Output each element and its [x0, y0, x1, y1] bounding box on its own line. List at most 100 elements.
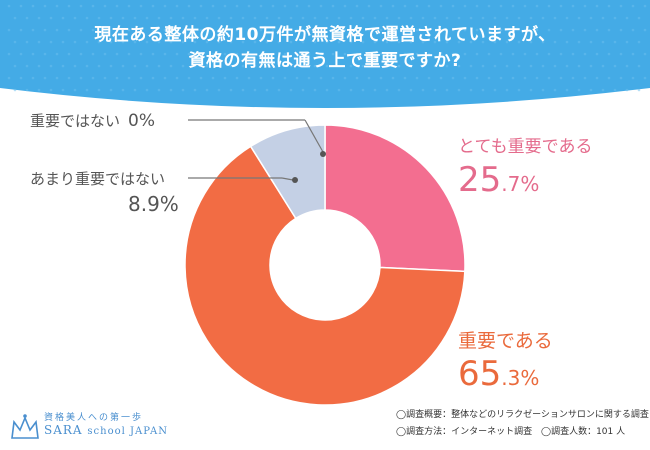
banner-dot	[637, 88, 641, 92]
banner-dot	[67, 4, 71, 8]
banner-dot	[283, 52, 287, 56]
banner-dot	[415, 4, 419, 8]
banner-dot	[547, 76, 551, 80]
banner-dot	[211, 52, 215, 56]
banner-dot	[259, 28, 263, 32]
banner-dot	[223, 76, 227, 80]
banner-dot	[547, 28, 551, 32]
banner-dot	[451, 28, 455, 32]
banner-dot	[439, 76, 443, 80]
banner-dot	[295, 52, 299, 56]
banner-dot	[469, 88, 473, 92]
banner-dot	[493, 40, 497, 44]
banner-dot	[511, 28, 515, 32]
banner-dot	[277, 88, 281, 92]
banner-dot	[451, 4, 455, 8]
banner-dot	[217, 40, 221, 44]
banner-dot	[271, 28, 275, 32]
banner-dot	[379, 76, 383, 80]
value-very-important: 25.7%	[458, 160, 539, 200]
banner-dot	[211, 28, 215, 32]
banner-dot	[25, 40, 29, 44]
banner-dot	[535, 28, 539, 32]
banner-dot	[139, 4, 143, 8]
banner-dot	[13, 16, 17, 20]
banner-dot	[193, 64, 197, 68]
chart-title-line-2: 資格の有無は通う上で重要ですか?	[188, 51, 462, 71]
banner-dot	[61, 88, 65, 92]
banner-dot	[499, 28, 503, 32]
banner-dot	[595, 28, 599, 32]
banner-dot	[55, 76, 59, 80]
banner-dot	[163, 52, 167, 56]
banner-dot	[463, 4, 467, 8]
logo-tagline: 資格美人への第一歩	[44, 413, 144, 423]
banner-dot	[283, 4, 287, 8]
banner-dot	[175, 4, 179, 8]
banner-dot	[307, 28, 311, 32]
banner-dot	[355, 76, 359, 80]
banner-dot	[325, 64, 329, 68]
banner-dot	[19, 28, 23, 32]
banner-dot	[469, 16, 473, 20]
banner-dot	[115, 28, 119, 32]
banner-dot	[355, 52, 359, 56]
banner-dot	[217, 64, 221, 68]
banner-dot	[355, 4, 359, 8]
banner-dot	[103, 28, 107, 32]
banner-dot	[247, 4, 251, 8]
banner-dot	[181, 64, 185, 68]
banner-dot	[439, 52, 443, 56]
banner-dot	[109, 88, 113, 92]
logo-name: SARA school JAPAN	[44, 423, 168, 437]
banner-dot	[619, 52, 623, 56]
banner-dot	[43, 52, 47, 56]
banner-dot	[241, 88, 245, 92]
banner-dot	[211, 76, 215, 80]
banner-dot	[565, 40, 569, 44]
banner-dot	[79, 52, 83, 56]
banner-dot	[43, 28, 47, 32]
banner-dot	[133, 88, 137, 92]
leader-line-not-very-diag	[281, 177, 294, 181]
banner-dot	[595, 4, 599, 8]
banner-dot	[7, 4, 11, 8]
banner-dot	[319, 4, 323, 8]
banner-dot	[253, 88, 257, 92]
banner-dot	[361, 40, 365, 44]
banner-dot	[583, 28, 587, 32]
banner-dot	[211, 4, 215, 8]
banner-dot	[469, 64, 473, 68]
banner-dot	[145, 88, 149, 92]
banner-dot	[175, 76, 179, 80]
banner-dot	[619, 28, 623, 32]
banner-dot	[49, 88, 53, 92]
banner-dot	[397, 64, 401, 68]
banner-dot	[217, 88, 221, 92]
banner-dot	[289, 64, 293, 68]
banner-dot	[133, 40, 137, 44]
banner-dot	[565, 64, 569, 68]
banner-dot	[409, 88, 413, 92]
banner-dot	[499, 4, 503, 8]
banner-dot	[259, 52, 263, 56]
banner-dot	[103, 4, 107, 8]
banner-dot	[607, 28, 611, 32]
banner-dot	[121, 40, 125, 44]
banner-dot	[337, 88, 341, 92]
banner-dot	[181, 40, 185, 44]
banner-dot	[457, 16, 461, 20]
banner-dot	[487, 28, 491, 32]
banner-dot	[73, 16, 77, 20]
banner-dot	[157, 16, 161, 20]
banner-dot	[61, 40, 65, 44]
banner-dot	[577, 40, 581, 44]
banner-dot	[61, 64, 65, 68]
banner-dot	[247, 52, 251, 56]
banner-dot	[247, 28, 251, 32]
footnote-survey-method: ◯調査方法：インターネット調査	[396, 427, 533, 437]
banner-dot	[433, 88, 437, 92]
banner-dot	[73, 40, 77, 44]
banner-dot	[235, 4, 239, 8]
